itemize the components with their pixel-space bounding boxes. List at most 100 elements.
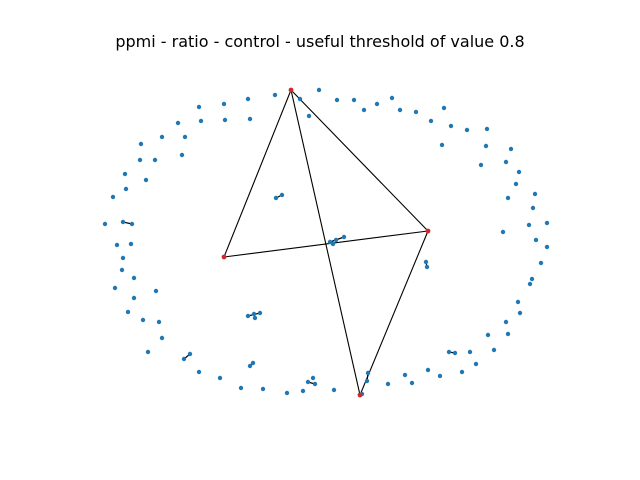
graph-node <box>131 295 137 301</box>
graph-node-highlight-C <box>288 87 294 93</box>
graph-node <box>334 97 340 103</box>
graph-node <box>306 113 312 119</box>
graph-node <box>222 117 228 123</box>
graph-node <box>503 319 509 325</box>
graph-node <box>245 313 251 319</box>
graph-node <box>217 375 223 381</box>
graph-node <box>247 116 253 122</box>
graph-edge-highlight-C-D <box>290 89 361 396</box>
graph-node <box>397 107 403 113</box>
graph-node <box>128 241 134 247</box>
graph-node <box>159 134 165 140</box>
graph-node <box>159 335 165 341</box>
graph-node <box>503 159 509 165</box>
graph-edge-highlight-B-D <box>359 230 429 396</box>
graph-node <box>491 347 497 353</box>
graph-node <box>544 220 550 226</box>
graph-node <box>182 134 188 140</box>
graph-node-highlight-B <box>425 228 431 234</box>
nodes-layer <box>102 87 550 398</box>
graph-node <box>515 299 521 305</box>
graph-node <box>464 127 470 133</box>
graph-node <box>272 92 278 98</box>
graph-node <box>473 361 479 367</box>
graph-node <box>125 309 131 315</box>
graph-node <box>441 105 447 111</box>
graph-node <box>530 205 536 211</box>
graph-node <box>485 332 491 338</box>
graph-node <box>175 120 181 126</box>
graph-edge-highlight-C-B <box>290 89 429 232</box>
graph-node <box>221 101 227 107</box>
graph-node <box>361 107 367 113</box>
graph-node <box>389 95 395 101</box>
graph-node <box>513 181 519 187</box>
graph-node <box>341 234 347 240</box>
graph-node <box>179 152 185 158</box>
graph-node <box>425 367 431 373</box>
graph-node <box>252 315 258 321</box>
graph-node <box>500 229 506 235</box>
graph-node <box>297 96 303 102</box>
graph-node-highlight-A <box>221 254 227 260</box>
graph-node <box>238 385 244 391</box>
graph-node <box>284 390 290 396</box>
graph-node <box>181 356 187 362</box>
graph-node <box>143 177 149 183</box>
graph-node <box>110 194 116 200</box>
graph-node <box>331 387 337 393</box>
graph-node <box>257 310 263 316</box>
graph-node <box>310 375 316 381</box>
graph-node <box>137 157 143 163</box>
graph-node <box>316 87 322 93</box>
graph-node <box>533 237 539 243</box>
graph-node <box>196 104 202 110</box>
graph-node <box>437 373 443 379</box>
graph-node <box>544 244 550 250</box>
graph-node <box>114 242 120 248</box>
graph-node <box>424 264 430 270</box>
graph-node <box>112 285 118 291</box>
graph-node <box>260 386 266 392</box>
graph-node <box>247 363 253 369</box>
graph-node <box>413 109 419 115</box>
graph-node <box>300 388 306 394</box>
graph-node <box>452 350 458 356</box>
graph-node <box>198 118 204 124</box>
graph-node <box>129 221 135 227</box>
graph-node <box>365 370 371 376</box>
graph-node <box>439 142 445 148</box>
graph-node <box>505 331 511 337</box>
graph-node <box>145 349 151 355</box>
graph-node <box>478 162 484 168</box>
graph-node <box>312 381 318 387</box>
graph-node <box>448 123 454 129</box>
graph-node <box>279 192 285 198</box>
graph-node <box>140 317 146 323</box>
graph-node <box>250 360 256 366</box>
graph-node <box>251 311 257 317</box>
graph-node <box>508 146 514 152</box>
graph-node <box>517 310 523 316</box>
graph-node <box>351 97 357 103</box>
graph-node <box>119 267 125 273</box>
graph-node <box>529 276 535 282</box>
graph-node <box>156 319 162 325</box>
graph-node <box>122 171 128 177</box>
graph-node <box>505 195 511 201</box>
graph-node <box>187 351 193 357</box>
graph-node <box>467 349 473 355</box>
graph-node <box>526 222 532 228</box>
graph-node <box>123 186 129 192</box>
graph-node <box>152 157 158 163</box>
graph-node <box>402 372 408 378</box>
graph-node <box>138 141 144 147</box>
graph-node <box>305 379 311 385</box>
graph-node <box>484 126 490 132</box>
graph-node <box>273 195 279 201</box>
graph-node <box>483 143 489 149</box>
graph-node <box>245 96 251 102</box>
graph-node-highlight-D <box>357 392 363 398</box>
graph-node <box>409 380 415 386</box>
